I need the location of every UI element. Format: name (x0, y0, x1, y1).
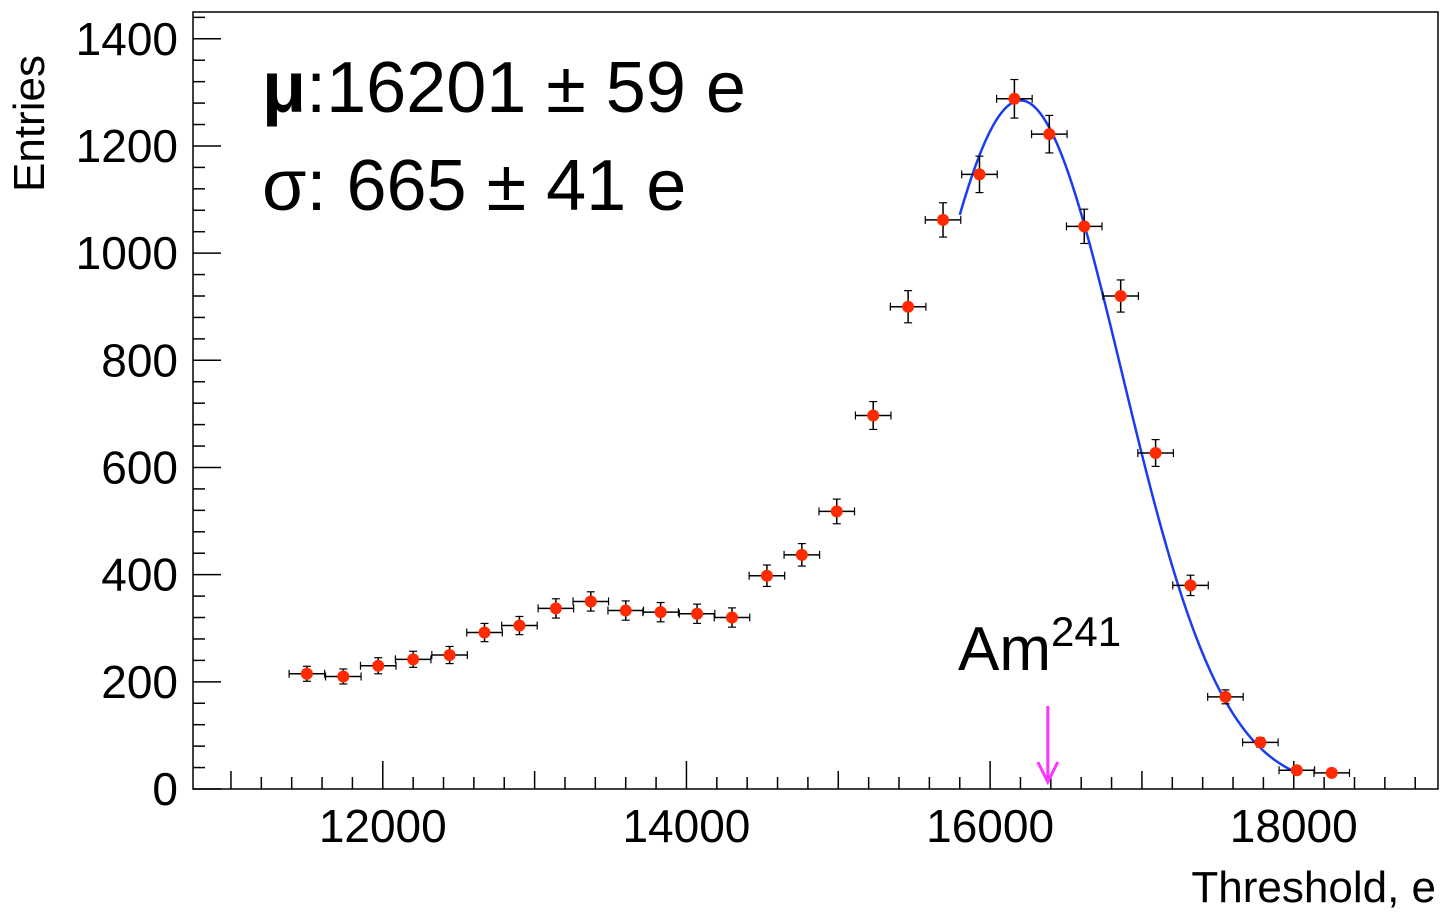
data-point-group (324, 668, 362, 685)
stats-mu-symbol: μ (262, 48, 306, 128)
x-tick-label: 12000 (319, 800, 447, 852)
data-point (1219, 690, 1232, 703)
data-point-group (1137, 439, 1174, 468)
data-point (1008, 92, 1021, 105)
y-tick-label: 400 (101, 549, 178, 601)
data-point (443, 649, 456, 662)
stats-mu: μ:16201 ± 59 e (262, 48, 746, 128)
y-tick-label: 1000 (76, 227, 178, 279)
data-point-group (961, 155, 998, 194)
x-tick-label: 16000 (926, 800, 1054, 852)
data-point-group (854, 400, 892, 431)
data-point-group (607, 600, 645, 621)
data-point-group (642, 601, 679, 623)
data-point-group (431, 645, 468, 665)
data-point (973, 168, 986, 181)
points-layer (288, 78, 1351, 779)
data-point-group (713, 607, 751, 628)
data-point-group (572, 591, 610, 612)
data-point (1184, 579, 1197, 592)
data-point (372, 659, 385, 672)
data-point (549, 602, 562, 615)
data-point-group (748, 564, 786, 588)
data-point-group (1241, 736, 1279, 749)
x-axis-title: Threshold, e (1191, 863, 1436, 912)
data-point (867, 409, 880, 422)
y-tick-label: 600 (101, 441, 178, 493)
data-point (1114, 290, 1127, 303)
data-point-group (1102, 279, 1140, 313)
annotation-label: Am241 (958, 608, 1121, 684)
data-point-group (1172, 574, 1209, 597)
data-point-group (1207, 689, 1244, 705)
data-point (513, 619, 526, 632)
data-point-group (466, 622, 503, 643)
data-point (1043, 128, 1056, 141)
data-point (902, 300, 915, 313)
y-axis-title: Entries (5, 55, 54, 192)
data-point (654, 606, 667, 619)
data-point (795, 548, 808, 561)
data-point (407, 653, 420, 666)
stats-mu-value: :16201 ± 59 e (306, 48, 746, 128)
data-point (584, 595, 597, 608)
data-point-group (394, 650, 432, 668)
data-point (1078, 220, 1091, 233)
data-point (937, 213, 950, 226)
y-tick-label: 200 (101, 656, 178, 708)
data-point (760, 569, 773, 582)
annotation-arrow-head (1036, 761, 1060, 786)
plot-frame (192, 11, 1439, 790)
data-point (691, 607, 704, 620)
data-point (1325, 766, 1338, 779)
data-point (478, 626, 491, 639)
am241-annotation: Am241 (958, 608, 1121, 786)
data-point (830, 505, 843, 518)
data-point-group (1313, 766, 1351, 779)
annotation-element: Am (958, 615, 1051, 684)
data-point-group (889, 290, 927, 324)
y-tick-label: 1200 (76, 120, 178, 172)
data-point-group (1065, 208, 1103, 245)
data-point (619, 604, 632, 617)
y-tick-label: 800 (101, 334, 178, 386)
data-point-group (501, 615, 538, 636)
data-point-group (1030, 114, 1068, 154)
data-point-group (996, 78, 1033, 119)
data-point-group (924, 202, 962, 238)
data-point (300, 667, 313, 680)
data-point (1290, 764, 1303, 777)
data-point-group (783, 542, 821, 567)
data-point-group (288, 665, 326, 682)
data-point (1149, 447, 1162, 460)
y-tick-label: 1400 (76, 13, 178, 65)
stats-sigma: σ: 665 ± 41 e (262, 146, 686, 226)
x-tick-label: 14000 (622, 800, 750, 852)
data-point (337, 670, 350, 683)
x-tick-label: 18000 (1230, 800, 1358, 852)
annotation-isotope: 241 (1051, 608, 1121, 655)
y-tick-label: 0 (152, 763, 178, 815)
data-point-group (359, 657, 397, 675)
data-point-group (678, 603, 716, 625)
data-point-group (818, 498, 856, 525)
data-point-group (537, 598, 575, 619)
axes: 12000 14000 16000 18000 0 200 400 600 800 1000 120… (76, 13, 1416, 852)
data-point (725, 611, 738, 624)
data-point (1254, 736, 1267, 749)
